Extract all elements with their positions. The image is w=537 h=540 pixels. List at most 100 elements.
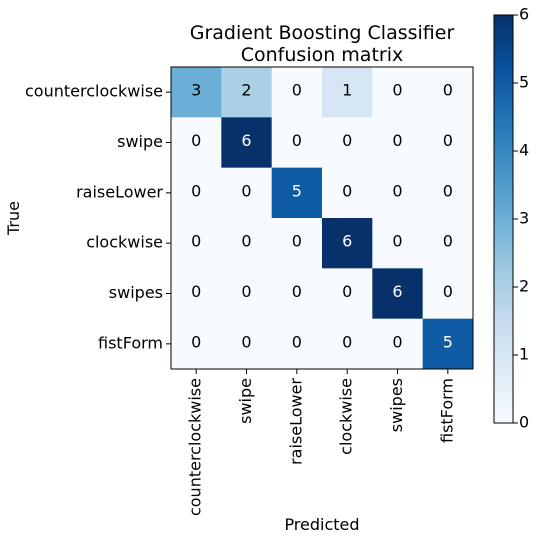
heatmap-cell <box>422 67 474 118</box>
heatmap-cell <box>221 167 273 219</box>
heatmap-cell <box>171 268 222 320</box>
y-tick-label: counterclockwise <box>25 82 163 101</box>
heatmap-cell <box>372 117 424 169</box>
heatmap-cell <box>322 167 373 219</box>
heatmap-cell <box>171 117 222 169</box>
cell-value-label: 0 <box>241 332 251 351</box>
heatmap-cell <box>271 318 323 370</box>
chart-title-line1: Gradient Boosting Classifier <box>190 22 455 44</box>
heatmap-cell <box>372 67 424 118</box>
cell-value-label: 0 <box>443 232 453 251</box>
cell-value-label: 2 <box>241 81 251 100</box>
cell-value-label: 0 <box>241 282 251 301</box>
colorbar-tick-label: 6 <box>519 5 529 24</box>
cell-value-label: 0 <box>443 81 453 100</box>
colorbar-tick-label: 2 <box>519 277 529 296</box>
heatmap-cell <box>372 318 424 370</box>
y-tick-label: fistForm <box>98 333 163 352</box>
heatmap-cell <box>422 167 474 219</box>
heatmap-cell <box>171 318 222 370</box>
heatmap-cell <box>271 67 323 118</box>
cell-value-label: 6 <box>392 282 402 301</box>
x-tick-label: counterclockwise <box>186 378 205 516</box>
plot-frame <box>170 66 474 370</box>
cell-value-label: 0 <box>191 131 201 150</box>
heatmap-cell-labels: 3 2 0 1 0 0 0 6 0 0 0 0 0 0 5 0 0 0 0 0 0 6 0 0 0 0 0 0 6 0 0 0 0 0 0 5 <box>191 81 453 352</box>
colorbar-tick-label: 5 <box>519 73 529 92</box>
x-tick-label: fistForm <box>437 378 456 443</box>
heatmap-cell <box>322 218 373 269</box>
cell-value-label: 1 <box>342 81 352 100</box>
cell-value-label: 6 <box>342 232 352 251</box>
y-axis-ticks: counterclockwise swipe raiseLower clockwise… <box>25 82 171 352</box>
y-tick-label: clockwise <box>86 233 163 252</box>
cell-value-label: 3 <box>191 81 201 100</box>
heatmap-cell <box>221 117 273 169</box>
heatmap-cell <box>422 117 474 169</box>
heatmap-cell <box>422 268 474 320</box>
cell-value-label: 0 <box>342 332 352 351</box>
cell-value-label: 0 <box>292 282 302 301</box>
heatmap-cell <box>322 318 373 370</box>
colorbar-tick-label: 3 <box>519 209 529 228</box>
cell-value-label: 0 <box>292 81 302 100</box>
cell-value-label: 0 <box>292 332 302 351</box>
cell-value-label: 5 <box>292 181 302 200</box>
y-axis-label: True <box>4 201 23 236</box>
heatmap-cell <box>271 117 323 169</box>
colorbar <box>493 14 514 424</box>
cell-value-label: 0 <box>191 181 201 200</box>
heatmap-cell <box>221 218 273 269</box>
cell-value-label: 0 <box>241 181 251 200</box>
cell-value-label: 0 <box>191 232 201 251</box>
heatmap-cell <box>271 268 323 320</box>
heatmap-cell <box>372 167 424 219</box>
heatmap-cell <box>271 167 323 219</box>
y-tick-label: swipes <box>109 283 163 302</box>
cell-value-label: 0 <box>392 232 402 251</box>
colorbar-tick-label: 0 <box>519 413 529 432</box>
heatmap-cell <box>422 318 474 370</box>
heatmap-cell <box>221 318 273 370</box>
cell-value-label: 0 <box>443 181 453 200</box>
heatmap-cell <box>221 268 273 320</box>
cell-value-label: 0 <box>292 232 302 251</box>
cell-value-label: 0 <box>392 131 402 150</box>
heatmap-cell <box>221 67 273 118</box>
cell-value-label: 0 <box>392 181 402 200</box>
heatmap-cell <box>322 67 373 118</box>
colorbar-tick-label: 4 <box>519 141 529 160</box>
cell-value-label: 0 <box>392 332 402 351</box>
heatmap-cell <box>271 218 323 269</box>
cell-value-label: 0 <box>191 282 201 301</box>
cell-value-label: 0 <box>241 232 251 251</box>
heatmap-cells <box>171 67 474 370</box>
x-axis-ticks: counterclockwise swipe raiseLower clockwise… <box>186 369 456 516</box>
cell-value-label: 6 <box>241 131 251 150</box>
x-tick-label: swipe <box>236 378 255 424</box>
cell-value-label: 0 <box>292 131 302 150</box>
cell-value-label: 0 <box>342 181 352 200</box>
chart-title-line2: Confusion matrix <box>241 44 403 66</box>
colorbar-tick-label: 1 <box>519 345 529 364</box>
cell-value-label: 0 <box>443 282 453 301</box>
cell-value-label: 0 <box>443 131 453 150</box>
heatmap-cell <box>372 218 424 269</box>
heatmap-cell <box>171 67 222 118</box>
x-axis-label: Predicted <box>284 515 359 534</box>
heatmap-cell <box>171 218 222 269</box>
x-tick-label: raiseLower <box>286 378 305 465</box>
cell-value-label: 0 <box>191 332 201 351</box>
heatmap-cell <box>322 268 373 320</box>
cell-value-label: 5 <box>443 332 453 351</box>
y-tick-label: raiseLower <box>76 182 163 201</box>
x-tick-label: clockwise <box>337 378 356 455</box>
x-tick-label: swipes <box>387 378 406 432</box>
heatmap-cell <box>322 117 373 169</box>
heatmap-cell <box>171 167 222 219</box>
heatmap-cell <box>422 218 474 269</box>
cell-value-label: 0 <box>392 81 402 100</box>
y-tick-label: swipe <box>117 132 163 151</box>
cell-value-label: 0 <box>342 282 352 301</box>
